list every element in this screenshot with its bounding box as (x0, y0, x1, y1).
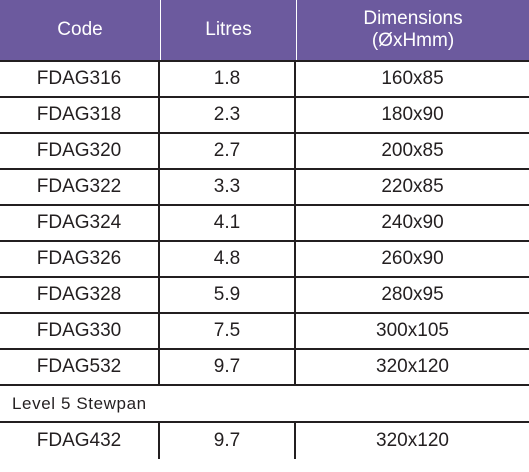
cell-litres: 3.3 (160, 170, 296, 204)
table-row: FDAG322 3.3 220x85 (0, 170, 529, 206)
table-row: FDAG326 4.8 260x90 (0, 242, 529, 278)
cell-code: FDAG318 (0, 98, 160, 132)
table-row: FDAG532 9.7 320x120 (0, 350, 529, 386)
cell-code: FDAG322 (0, 170, 160, 204)
product-spec-table: Code Litres Dimensions (ØxHmm) FDAG316 1… (0, 0, 529, 459)
table-row: FDAG316 1.8 160x85 (0, 60, 529, 98)
cell-dimensions: 320x120 (376, 430, 449, 451)
table-row: FDAG318 2.3 180x90 (0, 98, 529, 134)
cell-dimensions: 240x90 (381, 212, 444, 233)
cell-litres: 5.9 (160, 278, 296, 312)
cell-litres: 7.5 (160, 314, 296, 348)
header-dimensions-line2: (ØxHmm) (371, 30, 455, 51)
cell-code: FDAG532 (0, 350, 160, 384)
cell-dimensions: 180x90 (381, 104, 444, 125)
cell-code: FDAG330 (0, 314, 160, 348)
header-code: Code (57, 19, 103, 40)
cell-code: FDAG326 (0, 242, 160, 276)
cell-dimensions: 200x85 (381, 140, 444, 161)
table-header: Code Litres Dimensions (ØxHmm) (0, 0, 529, 60)
cell-code: FDAG324 (0, 206, 160, 240)
cell-dimensions: 320x120 (376, 356, 449, 377)
table-row: FDAG432 9.7 320x120 (0, 423, 529, 459)
cell-code: FDAG328 (0, 278, 160, 312)
table-row: FDAG324 4.1 240x90 (0, 206, 529, 242)
section-title: Level 5 Stewpan (0, 386, 529, 423)
cell-code: FDAG432 (0, 423, 160, 459)
cell-litres: 1.8 (160, 62, 296, 96)
cell-code: FDAG320 (0, 134, 160, 168)
cell-code: FDAG316 (0, 62, 160, 96)
cell-dimensions: 260x90 (381, 248, 444, 269)
header-dimensions: Dimensions (ØxHmm) (296, 0, 529, 60)
header-dimensions-line1: Dimensions (363, 8, 463, 29)
cell-dimensions: 280x95 (381, 284, 444, 305)
cell-dimensions: 220x85 (381, 176, 444, 197)
header-litres: Litres (160, 0, 296, 60)
cell-litres: 4.8 (160, 242, 296, 276)
cell-litres: 9.7 (160, 350, 296, 384)
cell-litres: 2.3 (160, 98, 296, 132)
cell-litres: 4.1 (160, 206, 296, 240)
table-row: FDAG328 5.9 280x95 (0, 278, 529, 314)
cell-dimensions: 300x105 (376, 320, 449, 341)
cell-dimensions: 160x85 (381, 68, 444, 89)
cell-litres: 9.7 (160, 423, 296, 459)
cell-litres: 2.7 (160, 134, 296, 168)
table-row: FDAG320 2.7 200x85 (0, 134, 529, 170)
table-row: FDAG330 7.5 300x105 (0, 314, 529, 350)
